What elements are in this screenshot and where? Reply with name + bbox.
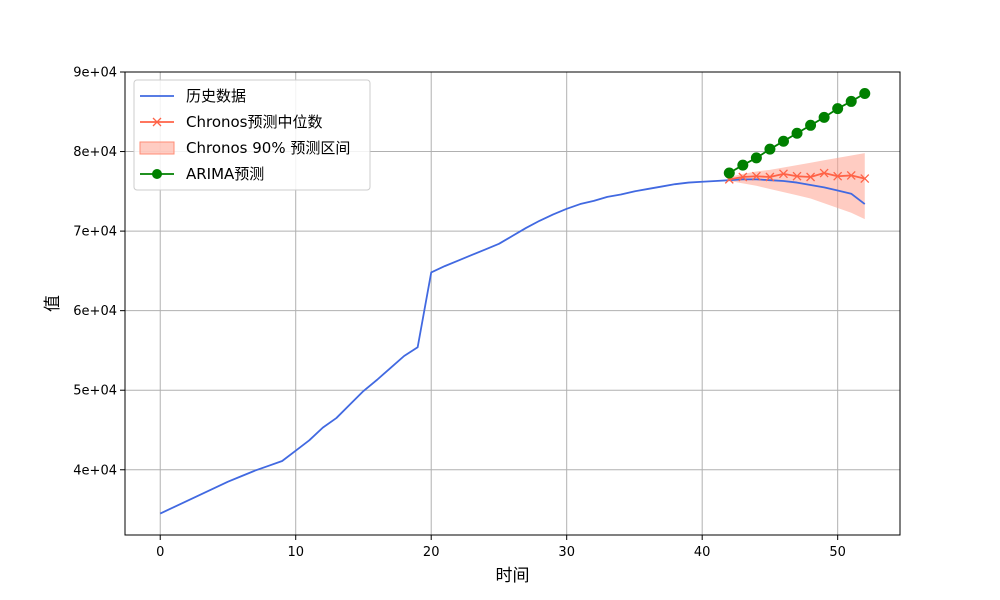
data-point xyxy=(805,119,817,131)
data-point xyxy=(845,95,857,107)
x-tick-label: 40 xyxy=(694,545,711,560)
series-line xyxy=(159,178,866,515)
y-tick-label: 7e+04 xyxy=(73,225,117,240)
prediction-band-layer xyxy=(729,153,865,220)
series-0 xyxy=(159,178,866,515)
data-point xyxy=(859,87,871,99)
data-point xyxy=(738,172,748,182)
data-point xyxy=(818,111,830,123)
data-point xyxy=(751,171,761,181)
x-tick-label: 30 xyxy=(558,545,575,560)
data-point xyxy=(806,172,816,182)
data-point xyxy=(779,169,788,179)
y-tick-label: 5e+04 xyxy=(73,384,117,399)
y-tick-label: 9e+04 xyxy=(73,66,117,81)
data-point xyxy=(765,172,775,182)
series-layer xyxy=(159,87,871,515)
data-point xyxy=(750,152,762,164)
legend-label: Chronos 90% 预测区间 xyxy=(186,139,350,157)
data-point xyxy=(791,127,803,139)
x-tick-label: 0 xyxy=(156,545,164,560)
legend-label: 历史数据 xyxy=(186,87,246,105)
series-2 xyxy=(723,87,871,179)
data-point xyxy=(764,143,776,155)
legend: 历史数据 Chronos预测中位数 Chronos 90% 预测区间 ARIMA预测 xyxy=(133,79,371,191)
x-tick-label: 10 xyxy=(287,545,304,560)
legend-swatch xyxy=(139,141,175,155)
data-point xyxy=(777,135,789,147)
legend-entry: 历史数据 xyxy=(140,87,246,105)
y-tick-label: 4e+04 xyxy=(73,463,117,478)
legend-marker xyxy=(152,117,162,127)
y-axis-label: 值 xyxy=(43,295,63,312)
data-point xyxy=(860,174,870,184)
legend-entry: Chronos 90% 预测区间 xyxy=(139,139,350,157)
series-1 xyxy=(724,168,870,184)
y-tick-label: 8e+04 xyxy=(73,145,117,160)
y-tick-label: 6e+04 xyxy=(73,304,117,319)
legend-entry: Chronos预测中位数 xyxy=(140,113,323,131)
ticks: 0 10 20 30 40 50 4e+04 5e+04 6e+04 7e+04 8e+04 9e+0… xyxy=(73,66,846,561)
legend-box xyxy=(133,79,371,191)
data-point xyxy=(792,171,802,181)
x-axis-label: 时间 xyxy=(496,566,530,586)
x-tick-label: 20 xyxy=(423,545,440,560)
legend-entry: ARIMA预测 xyxy=(140,165,264,183)
data-point xyxy=(832,103,844,115)
legend-marker xyxy=(152,169,162,179)
data-point xyxy=(833,171,843,181)
data-point xyxy=(723,167,735,179)
x-tick-label: 50 xyxy=(829,545,846,560)
data-point xyxy=(846,170,856,180)
chronos-interval-band xyxy=(729,153,865,220)
data-point xyxy=(737,159,749,171)
plot-frame xyxy=(124,71,901,536)
legend-label: ARIMA预测 xyxy=(186,165,264,183)
legend-label: Chronos预测中位数 xyxy=(186,113,323,131)
data-point xyxy=(819,168,829,178)
